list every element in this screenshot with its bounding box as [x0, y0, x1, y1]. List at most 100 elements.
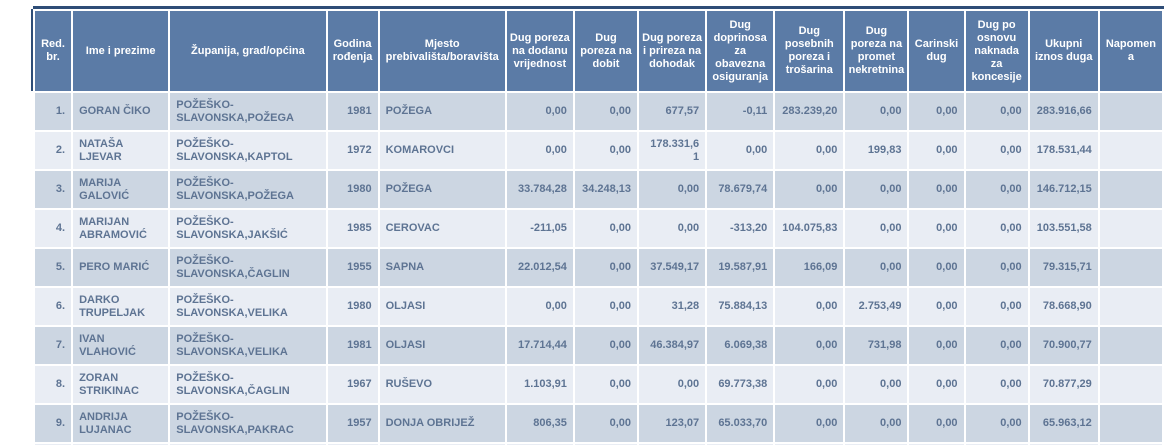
cell-note: [1099, 327, 1162, 364]
cell-name: GORAN ČIKO: [73, 93, 169, 130]
cell-note: [1099, 93, 1162, 130]
cell-note: [1099, 249, 1162, 286]
col-header-insurance-contributions-debt: Dug doprinosa za obavezna osiguranja: [707, 11, 774, 91]
col-header-row-number: Red. br.: [35, 11, 72, 91]
col-header-customs-debt: Carinski dug: [909, 11, 964, 91]
cell-vat-debt: 806,35: [506, 405, 573, 442]
cell-insurance-contributions-debt: 0,00: [707, 132, 774, 169]
cell-real-estate-transfer-tax-debt: 0,00: [845, 405, 908, 442]
cell-customs-debt: 0,00: [909, 132, 964, 169]
cell-special-taxes-debt: 0,00: [775, 171, 844, 208]
cell-income-surtax-debt: 31,28: [639, 288, 706, 325]
cell-birth-year: 1957: [327, 405, 378, 442]
cell-special-taxes-debt: 0,00: [775, 405, 844, 442]
cell-note: [1099, 132, 1162, 169]
table-row: 4. MARIJAN ABRAMOVIĆ POŽEŠKO-SLAVONSKA,JAK…: [35, 210, 1162, 247]
cell-insurance-contributions-debt: 75.884,13: [707, 288, 774, 325]
cell-concession-fees-debt: 0,00: [965, 327, 1028, 364]
table-header: Red. br. Ime i prezime Županija, grad/op…: [35, 11, 1162, 91]
cell-total-debt: 146.712,15: [1029, 171, 1098, 208]
table-row: 7. IVAN VLAHOVIĆ POŽEŠKO-SLAVONSKA,VELIKA 1…: [35, 327, 1162, 364]
cell-concession-fees-debt: 0,00: [965, 171, 1028, 208]
cell-real-estate-transfer-tax-debt: 731,98: [845, 327, 908, 364]
cell-total-debt: 103.551,58: [1029, 210, 1098, 247]
cell-birth-year: 1980: [327, 288, 378, 325]
cell-profit-tax-debt: 0,00: [574, 405, 638, 442]
cell-vat-debt: 0,00: [506, 288, 573, 325]
cell-vat-debt: 33.784,28: [506, 171, 573, 208]
cell-row-number: 7.: [35, 327, 72, 364]
cell-name: PERO MARIĆ: [73, 249, 169, 286]
cell-insurance-contributions-debt: 19.587,91: [707, 249, 774, 286]
cell-note: [1099, 210, 1162, 247]
cell-county-city: POŽEŠKO-SLAVONSKA,ČAGLIN: [170, 249, 326, 286]
col-header-note: Napomena: [1099, 11, 1162, 91]
cell-total-debt: 65.963,12: [1029, 405, 1098, 442]
cell-real-estate-transfer-tax-debt: 0,00: [845, 210, 908, 247]
table-row: 8. ZORAN STRIKINAC POŽEŠKO-SLAVONSKA,ČAGLI…: [35, 366, 1162, 403]
debtors-table-container: Red. br. Ime i prezime Županija, grad/op…: [31, 6, 1164, 445]
cell-income-surtax-debt: 123,07: [639, 405, 706, 442]
cell-residence: OLJASI: [379, 327, 505, 364]
col-header-concession-fees-debt: Dug po osnovu naknada za koncesije: [965, 11, 1028, 91]
cell-special-taxes-debt: 104.075,83: [775, 210, 844, 247]
cell-insurance-contributions-debt: 69.773,38: [707, 366, 774, 403]
cell-real-estate-transfer-tax-debt: 0,00: [845, 171, 908, 208]
table-row: 6. DARKO TRUPELJAK POŽEŠKO-SLAVONSKA,VELIK…: [35, 288, 1162, 325]
cell-special-taxes-debt: 0,00: [775, 366, 844, 403]
cell-county-city: POŽEŠKO-SLAVONSKA,JAKŠIĆ: [170, 210, 326, 247]
cell-birth-year: 1981: [327, 327, 378, 364]
cell-profit-tax-debt: 0,00: [574, 366, 638, 403]
cell-name: DARKO TRUPELJAK: [73, 288, 169, 325]
cell-birth-year: 1980: [327, 171, 378, 208]
cell-customs-debt: 0,00: [909, 327, 964, 364]
cell-note: [1099, 366, 1162, 403]
cell-income-surtax-debt: 37.549,17: [639, 249, 706, 286]
cell-income-surtax-debt: 677,57: [639, 93, 706, 130]
cell-county-city: POŽEŠKO-SLAVONSKA,PAKRAC: [170, 405, 326, 442]
cell-name: MARIJA GALOVIĆ: [73, 171, 169, 208]
cell-vat-debt: 17.714,44: [506, 327, 573, 364]
cell-special-taxes-debt: 0,00: [775, 327, 844, 364]
cell-insurance-contributions-debt: 65.033,70: [707, 405, 774, 442]
cell-row-number: 3.: [35, 171, 72, 208]
cell-vat-debt: 1.103,91: [506, 366, 573, 403]
cell-real-estate-transfer-tax-debt: 0,00: [845, 93, 908, 130]
table-body: 1. GORAN ČIKO POŽEŠKO-SLAVONSKA,POŽEGA 1981…: [35, 93, 1162, 445]
cell-name: ZORAN STRIKINAC: [73, 366, 169, 403]
cell-customs-debt: 0,00: [909, 405, 964, 442]
cell-residence: OLJASI: [379, 288, 505, 325]
cell-profit-tax-debt: 34.248,13: [574, 171, 638, 208]
cell-income-surtax-debt: 0,00: [639, 210, 706, 247]
cell-name: ANDRIJA LUJANAC: [73, 405, 169, 442]
cell-total-debt: 70.900,77: [1029, 327, 1098, 364]
col-header-total-debt: Ukupni iznos duga: [1029, 11, 1098, 91]
col-header-real-estate-transfer-tax-debt: Dug poreza na promet nekretnina: [845, 11, 908, 91]
cell-vat-debt: 0,00: [506, 93, 573, 130]
col-header-vat-debt: Dug poreza na dodanu vrijednost: [506, 11, 573, 91]
cell-total-debt: 70.877,29: [1029, 366, 1098, 403]
col-header-residence: Mjesto prebivališta/boravišta: [379, 11, 505, 91]
cell-county-city: POŽEŠKO-SLAVONSKA,VELIKA: [170, 288, 326, 325]
cell-row-number: 9.: [35, 405, 72, 442]
col-header-birth-year: Godina rođenja: [327, 11, 378, 91]
cell-profit-tax-debt: 0,00: [574, 249, 638, 286]
cell-name: IVAN VLAHOVIĆ: [73, 327, 169, 364]
cell-concession-fees-debt: 0,00: [965, 93, 1028, 130]
cell-row-number: 2.: [35, 132, 72, 169]
cell-residence: POŽEGA: [379, 171, 505, 208]
cell-birth-year: 1955: [327, 249, 378, 286]
cell-county-city: POŽEŠKO-SLAVONSKA,VELIKA: [170, 327, 326, 364]
col-header-name: Ime i prezime: [73, 11, 169, 91]
cell-real-estate-transfer-tax-debt: 0,00: [845, 366, 908, 403]
col-header-county-city: Županija, grad/općina: [170, 11, 326, 91]
cell-total-debt: 283.916,66: [1029, 93, 1098, 130]
cell-special-taxes-debt: 166,09: [775, 249, 844, 286]
cell-special-taxes-debt: 0,00: [775, 288, 844, 325]
cell-name: NATAŠA LJEVAR: [73, 132, 169, 169]
cell-customs-debt: 0,00: [909, 93, 964, 130]
cell-county-city: POŽEŠKO-SLAVONSKA,POŽEGA: [170, 93, 326, 130]
cell-real-estate-transfer-tax-debt: 2.753,49: [845, 288, 908, 325]
cell-note: [1099, 288, 1162, 325]
cell-total-debt: 79.315,71: [1029, 249, 1098, 286]
